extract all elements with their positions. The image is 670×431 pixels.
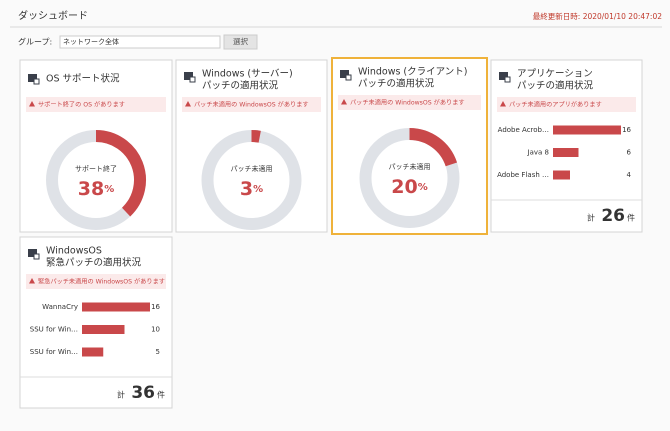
item-name: WannaCry	[42, 303, 78, 311]
alert-text: パッチ未適用の WindowsOS があります	[194, 101, 309, 109]
alert-icon	[500, 101, 506, 107]
total-unit: 件	[627, 213, 635, 223]
alert-box	[497, 97, 636, 112]
total-value: 26	[601, 206, 625, 226]
donut-label: パッチ未適用	[231, 164, 273, 173]
donut-arc	[251, 130, 261, 143]
card-icon-badge	[345, 74, 352, 81]
percent-value: 38	[78, 178, 104, 200]
card-icon	[340, 70, 349, 78]
filter-input[interactable]	[59, 35, 221, 49]
total-unit: 件	[157, 390, 165, 400]
item-bar	[553, 125, 621, 135]
updated-time: 最終更新日時: 2020/01/10 20:47:02	[533, 11, 662, 21]
item-bar	[82, 302, 150, 312]
donut-label: サポート終了	[75, 164, 117, 173]
card-icon-badge	[33, 78, 40, 85]
total-value: 36	[131, 383, 155, 403]
item-bar	[553, 170, 570, 180]
card[interactable]	[175, 59, 328, 233]
item-name: SSU for Win…	[30, 326, 78, 334]
item-value: 10	[151, 326, 160, 334]
item-value: 4	[627, 171, 632, 179]
filter-label: グループ:	[18, 37, 52, 47]
card[interactable]	[490, 59, 643, 233]
select-button[interactable]	[223, 34, 258, 50]
card-title: パッチの適用状況	[517, 80, 594, 92]
card-icon	[184, 72, 193, 80]
item-bar	[553, 148, 579, 157]
percent-value: 20	[391, 176, 417, 198]
item-bar	[82, 325, 125, 334]
card-title: WindowsOS	[46, 246, 102, 257]
donut-percent: 20%	[391, 176, 427, 198]
alert-text: 緊急パッチ未適用の WindowsOS があります	[38, 278, 165, 286]
card-title: アプリケーション	[517, 69, 593, 80]
select-button-label: 選択	[233, 36, 248, 46]
donut-label: パッチ未適用	[389, 162, 431, 171]
alert-box	[26, 97, 166, 112]
item-value: 16	[622, 126, 631, 134]
item-name: Adobe Flash …	[497, 171, 549, 179]
item-name: Adobe Acrob…	[498, 126, 549, 134]
alert-icon	[185, 101, 191, 107]
percent-value: 3	[240, 178, 253, 200]
total-prefix: 計	[587, 213, 595, 223]
item-bar	[82, 347, 104, 357]
card[interactable]	[331, 57, 488, 235]
card-icon-badge	[189, 76, 196, 83]
alert-icon	[341, 99, 347, 105]
alert-text: パッチ未適用のアプリがあります	[509, 101, 602, 109]
card[interactable]	[19, 236, 173, 409]
item-value: 6	[627, 149, 632, 157]
donut-percent: 3%	[240, 178, 263, 200]
alert-box	[26, 274, 166, 289]
alert-icon	[29, 101, 35, 107]
item-name: Java 8	[527, 149, 549, 157]
card-icon	[499, 72, 508, 80]
donut-arc	[95, 130, 146, 217]
card-icon-badge	[33, 253, 40, 260]
item-name: SSU for Win…	[30, 348, 78, 356]
alert-text: サポート終了の OS があります	[38, 101, 125, 109]
item-value: 5	[156, 348, 160, 356]
donut-arc	[409, 128, 458, 167]
card-title: Windows (クライアント)	[358, 67, 467, 78]
alert-box	[338, 95, 481, 110]
card-icon	[28, 249, 37, 257]
alert-icon	[29, 278, 35, 284]
card[interactable]	[19, 59, 173, 233]
alert-text: パッチ未適用の WindowsOS があります	[350, 99, 465, 107]
card-title: Windows (サーバー)	[202, 69, 293, 80]
item-value: 16	[151, 303, 160, 311]
card-title: 緊急パッチの適用状況	[46, 257, 142, 269]
percent-unit: %	[418, 182, 428, 193]
donut-percent: 38%	[78, 178, 114, 200]
percent-unit: %	[104, 184, 114, 195]
filter-value: ネットワーク全体	[63, 37, 119, 46]
card-icon	[28, 74, 37, 82]
card-title: パッチの適用状況	[358, 78, 435, 90]
percent-unit: %	[253, 184, 263, 195]
page-title: ダッシュボード	[18, 9, 88, 22]
card-title: OS サポート状況	[46, 73, 120, 85]
card-icon-badge	[504, 76, 511, 83]
total-prefix: 計	[117, 390, 125, 400]
card-title: パッチの適用状況	[202, 80, 279, 92]
alert-box	[182, 97, 321, 112]
